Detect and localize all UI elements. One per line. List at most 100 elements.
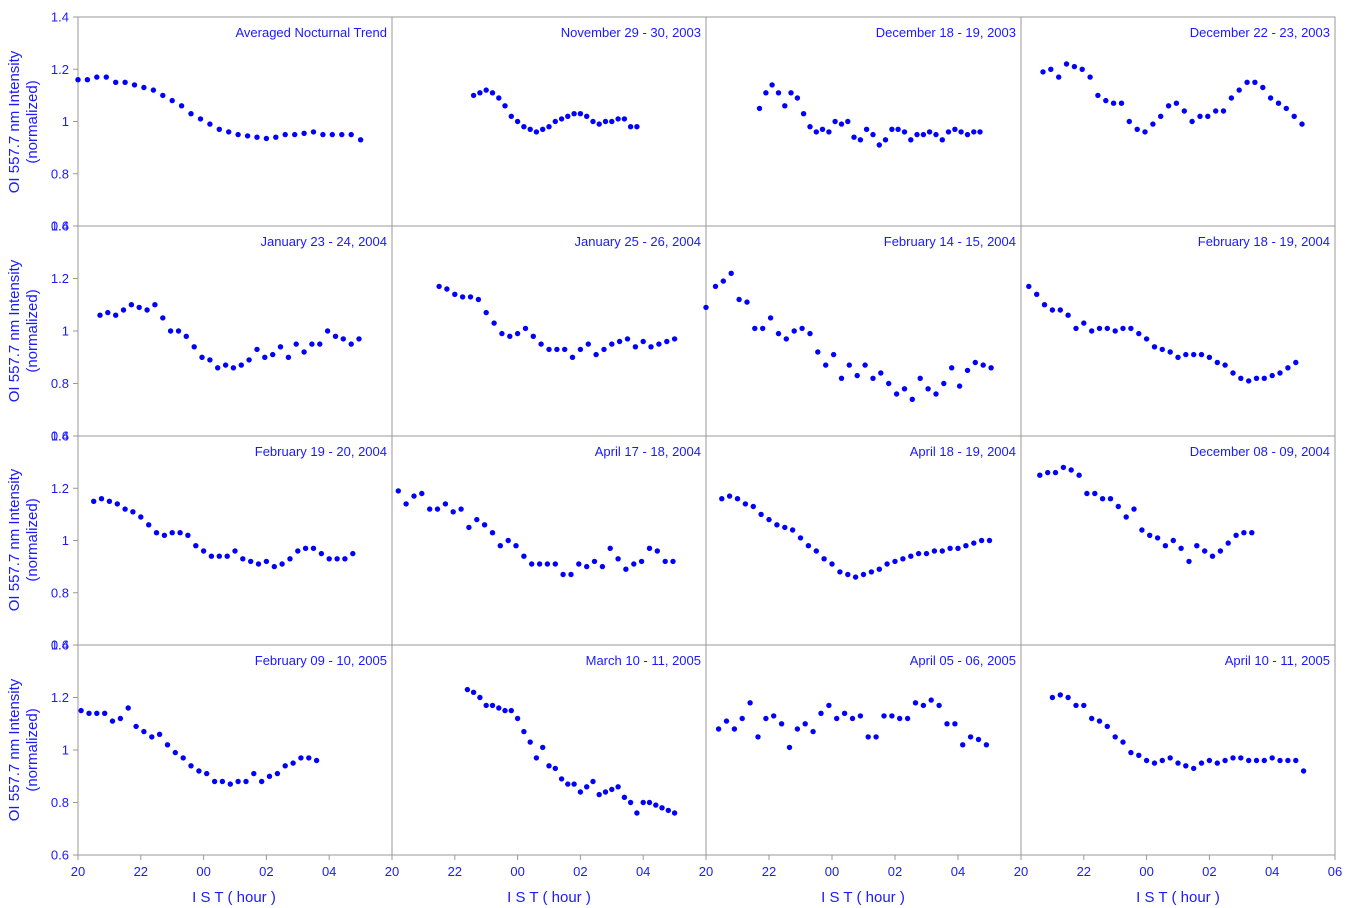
x-tick-label: 00: [1139, 864, 1153, 879]
data-point: [293, 341, 299, 347]
y-tick-label: 0.6: [51, 848, 69, 863]
data-point: [1120, 325, 1126, 332]
data-point: [763, 90, 769, 96]
data-point: [243, 778, 249, 785]
data-point: [920, 131, 927, 138]
data-point: [324, 328, 331, 334]
data-point: [477, 90, 483, 96]
data-point: [1073, 702, 1079, 709]
data-point: [302, 545, 309, 551]
data-point: [497, 543, 503, 549]
data-point: [1249, 530, 1255, 536]
data-point: [640, 799, 646, 806]
data-point: [854, 372, 860, 379]
data-point: [1238, 755, 1244, 761]
data-point: [91, 498, 97, 504]
data-point: [546, 346, 552, 353]
data-point: [320, 131, 326, 138]
data-point: [752, 325, 758, 332]
data-point: [720, 278, 726, 284]
data-point: [915, 550, 922, 557]
data-point: [742, 501, 749, 507]
panel-title: November 29 - 30, 2003: [561, 25, 701, 40]
data-point: [627, 124, 634, 130]
panel: February 09 - 10, 2005: [78, 653, 387, 787]
data-point: [944, 721, 950, 727]
data-point: [838, 121, 845, 127]
panel-title: April 18 - 19, 2004: [910, 444, 1016, 459]
data-point: [350, 550, 356, 557]
data-point: [527, 126, 533, 132]
data-point: [238, 362, 244, 368]
data-point: [1253, 375, 1260, 381]
data-point: [1241, 530, 1247, 536]
data-point: [562, 346, 568, 353]
data-point: [591, 558, 598, 565]
data-point: [271, 563, 277, 570]
data-point: [285, 354, 292, 360]
data-point: [971, 540, 977, 546]
data-point: [783, 336, 789, 342]
data-point: [133, 723, 139, 730]
data-point: [467, 294, 474, 300]
data-point: [870, 375, 876, 381]
data-point: [75, 77, 81, 83]
data-point: [646, 799, 653, 806]
data-point: [956, 383, 963, 389]
data-point: [411, 493, 417, 499]
data-point: [1183, 351, 1189, 358]
data-point: [664, 338, 670, 345]
data-point: [502, 707, 508, 714]
data-point: [797, 535, 804, 541]
data-point: [615, 116, 621, 122]
data-point: [113, 79, 119, 86]
data-point: [508, 113, 514, 120]
data-point: [834, 715, 840, 722]
data-point: [782, 524, 788, 531]
data-point: [939, 548, 945, 554]
data-point: [1126, 118, 1133, 125]
data-point: [235, 778, 241, 785]
data-point: [829, 561, 835, 567]
data-point: [889, 126, 895, 132]
data-point: [1104, 325, 1111, 332]
data-point: [434, 506, 441, 512]
data-point: [211, 778, 218, 785]
data-point: [634, 124, 640, 130]
data-point: [1275, 100, 1282, 106]
data-point: [599, 563, 606, 570]
data-point: [870, 131, 876, 138]
data-point: [153, 530, 160, 536]
data-point: [901, 129, 908, 135]
data-point: [800, 111, 807, 117]
y-tick-label: 0.8: [51, 376, 69, 391]
data-point: [226, 129, 232, 135]
y-tick-label: 1.4: [51, 429, 69, 444]
data-point: [1099, 496, 1106, 502]
data-point: [1253, 757, 1260, 764]
data-point: [569, 354, 576, 360]
data-point: [219, 778, 226, 785]
data-point: [975, 736, 982, 743]
y-tick-label: 1.4: [51, 219, 69, 234]
data-point: [552, 118, 558, 125]
data-point: [654, 548, 660, 554]
panel-title: December 22 - 23, 2003: [1190, 25, 1330, 40]
data-point: [98, 496, 105, 502]
data-point: [1134, 126, 1140, 132]
data-point: [1104, 723, 1111, 730]
data-point: [782, 103, 788, 109]
data-point: [459, 294, 466, 300]
data-point: [1175, 760, 1181, 766]
data-point: [837, 569, 843, 575]
data-point: [565, 781, 571, 787]
data-point: [246, 357, 252, 363]
panel: April 17 - 18, 2004: [395, 444, 701, 578]
data-point: [533, 129, 540, 135]
data-point: [1167, 755, 1173, 761]
x-tick-label: 22: [762, 864, 776, 879]
data-point: [747, 700, 753, 706]
data-point: [464, 686, 471, 693]
data-point: [609, 341, 615, 347]
data-point: [949, 365, 955, 371]
